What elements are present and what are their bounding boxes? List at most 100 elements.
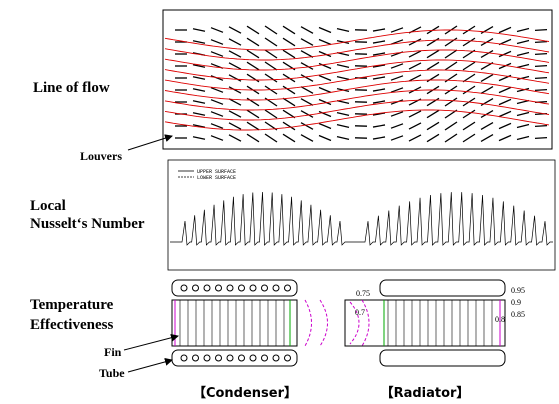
louver [300, 50, 314, 58]
louver [426, 37, 440, 47]
louver [444, 49, 458, 59]
tube-hole [261, 284, 268, 292]
louver [192, 88, 206, 92]
louver [534, 53, 548, 55]
louver [408, 110, 422, 118]
louver [246, 121, 260, 131]
contour [319, 299, 328, 347]
label: Temperature [30, 297, 114, 313]
louver [318, 38, 332, 46]
louver [228, 50, 242, 58]
flow-line [164, 99, 550, 121]
louver [426, 97, 440, 107]
louver [462, 25, 476, 35]
louver [534, 89, 548, 91]
louver [228, 110, 242, 118]
tube [171, 279, 298, 297]
louver [264, 49, 278, 59]
louver [498, 98, 512, 106]
louver [480, 86, 494, 94]
contour-label: 0.85 [511, 310, 525, 319]
louver [264, 25, 278, 35]
louver [462, 85, 476, 95]
louver [192, 28, 206, 32]
louver [372, 100, 386, 104]
louver [426, 49, 440, 59]
louver [318, 98, 332, 106]
louver [300, 110, 314, 118]
louver [516, 99, 530, 105]
louver [444, 73, 458, 83]
louver [336, 63, 350, 69]
contour-label: 0.8 [495, 315, 505, 324]
fin [344, 299, 506, 347]
louver [462, 73, 476, 83]
louver [228, 26, 242, 34]
tube-hole [249, 354, 257, 362]
louver [516, 63, 530, 69]
louver [336, 99, 350, 105]
fin [171, 299, 298, 347]
louver [336, 27, 350, 33]
flow-line [164, 29, 550, 51]
louver [462, 109, 476, 119]
contour [361, 299, 370, 347]
louver [444, 97, 458, 107]
label: Nusselt‘s Number [30, 216, 145, 232]
louver [480, 50, 494, 58]
flow-panel [162, 9, 553, 150]
louver [336, 75, 350, 81]
louver [246, 109, 260, 119]
louver [300, 62, 314, 70]
louver [408, 50, 422, 58]
louver [210, 123, 224, 129]
louver [390, 87, 404, 93]
louver [498, 134, 512, 142]
label: Effectiveness [30, 317, 113, 333]
louver [408, 62, 422, 70]
louver [192, 124, 206, 128]
louver [264, 61, 278, 71]
louver [246, 61, 260, 71]
flow-line [164, 59, 550, 81]
louver [480, 98, 494, 106]
flow-lines [164, 29, 550, 131]
legend-label: LOWER SURFACE [197, 175, 236, 181]
louver [192, 112, 206, 116]
louver [318, 86, 332, 94]
louver [372, 136, 386, 140]
louver-rows [175, 25, 548, 143]
label: Louvers [80, 149, 122, 163]
louver [498, 86, 512, 94]
louver [210, 51, 224, 57]
louver [498, 110, 512, 118]
louver [444, 121, 458, 131]
louver [282, 133, 296, 143]
louver [318, 134, 332, 142]
label: Fin [104, 345, 122, 359]
contour [304, 299, 312, 347]
louver [408, 134, 422, 142]
louver [336, 123, 350, 129]
louver [300, 134, 314, 142]
louver [444, 61, 458, 71]
louver [462, 61, 476, 71]
louver [480, 26, 494, 34]
contour [349, 301, 360, 345]
louver [246, 73, 260, 83]
louver [192, 76, 206, 80]
louver [516, 123, 530, 129]
louver [318, 110, 332, 118]
louver [228, 62, 242, 70]
label: Line of flow [33, 80, 110, 96]
louver [516, 39, 530, 45]
louver [516, 135, 530, 141]
louver [318, 50, 332, 58]
louver [390, 75, 404, 81]
arrow [127, 134, 173, 151]
caption: 【Radiator】 [381, 385, 470, 401]
tube-hole [192, 284, 199, 292]
louver [444, 37, 458, 47]
louver [210, 39, 224, 45]
